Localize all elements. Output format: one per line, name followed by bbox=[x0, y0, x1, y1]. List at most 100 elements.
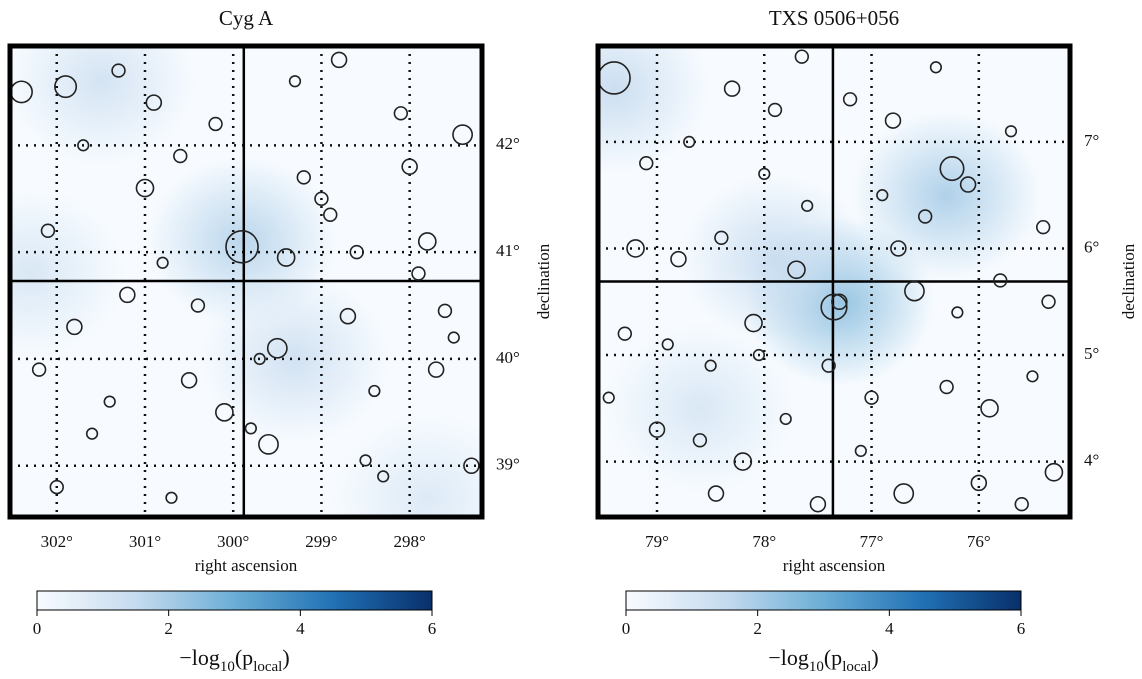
label-part: 10 bbox=[809, 659, 824, 675]
hotspot bbox=[10, 188, 126, 359]
event bbox=[452, 124, 474, 146]
x-axis-label: right ascension bbox=[195, 556, 298, 575]
event bbox=[190, 298, 206, 313]
event bbox=[266, 337, 288, 359]
hotspot bbox=[332, 412, 482, 517]
event bbox=[602, 391, 615, 404]
event bbox=[767, 102, 783, 118]
event bbox=[349, 244, 364, 260]
x-tick-label: 79° bbox=[645, 532, 669, 551]
event bbox=[704, 359, 717, 372]
plot-area bbox=[10, 46, 482, 517]
event bbox=[929, 61, 943, 74]
event bbox=[1041, 294, 1056, 309]
event bbox=[648, 421, 666, 438]
event bbox=[54, 75, 78, 99]
hotspot bbox=[680, 174, 870, 345]
event bbox=[820, 293, 848, 321]
event bbox=[884, 112, 902, 129]
event bbox=[145, 94, 163, 111]
y-tick-label: 4° bbox=[1084, 450, 1099, 469]
x-tick-label: 78° bbox=[752, 532, 776, 551]
label-part: 10 bbox=[220, 659, 235, 675]
event bbox=[617, 326, 633, 341]
hotspot bbox=[199, 273, 390, 444]
event bbox=[359, 454, 372, 467]
event bbox=[626, 239, 645, 258]
event bbox=[959, 176, 977, 193]
x-tick-label: 77° bbox=[860, 532, 884, 551]
event bbox=[794, 49, 810, 64]
event bbox=[993, 273, 1008, 288]
event bbox=[893, 483, 915, 504]
event bbox=[296, 170, 311, 185]
event bbox=[714, 230, 729, 246]
x-tick-label: 302° bbox=[41, 532, 73, 551]
event bbox=[1026, 370, 1039, 383]
hotspot bbox=[851, 110, 1042, 281]
event bbox=[980, 398, 999, 418]
colorbar-label: −log10(plocal) bbox=[768, 645, 878, 675]
event bbox=[253, 352, 266, 366]
event bbox=[787, 260, 806, 280]
event bbox=[723, 80, 741, 97]
event bbox=[809, 495, 827, 513]
y-axis-label: declination bbox=[534, 243, 553, 319]
x-tick-label: 298° bbox=[393, 532, 425, 551]
event bbox=[111, 63, 126, 78]
event bbox=[49, 479, 64, 495]
event bbox=[463, 457, 480, 475]
x-axis-label: right ascension bbox=[783, 556, 886, 575]
event bbox=[103, 395, 116, 408]
event bbox=[917, 209, 933, 224]
event bbox=[411, 266, 426, 281]
event bbox=[744, 313, 763, 333]
event bbox=[801, 199, 814, 212]
event bbox=[215, 402, 234, 422]
x-tick-label: 300° bbox=[217, 532, 249, 551]
event bbox=[165, 491, 178, 504]
event bbox=[661, 338, 674, 351]
event bbox=[752, 348, 766, 362]
colorbar-label: −log10(plocal) bbox=[179, 645, 289, 675]
colorbar-tick-label: 0 bbox=[622, 619, 631, 638]
x-tick-label: 76° bbox=[967, 532, 991, 551]
event bbox=[119, 286, 136, 304]
event bbox=[890, 240, 907, 257]
colorbar-tick-label: 4 bbox=[885, 619, 894, 638]
event bbox=[683, 135, 696, 149]
colorbar-tick-label: 2 bbox=[753, 619, 762, 638]
event bbox=[377, 470, 390, 483]
event bbox=[258, 433, 279, 455]
plot-area bbox=[598, 46, 1070, 517]
event bbox=[854, 444, 867, 458]
event bbox=[393, 106, 409, 121]
label-part: local bbox=[253, 659, 282, 675]
label-part: ) bbox=[282, 645, 289, 670]
event bbox=[208, 116, 223, 132]
event bbox=[180, 372, 198, 389]
event bbox=[1035, 219, 1051, 235]
event bbox=[339, 307, 357, 325]
label-part: −log bbox=[768, 645, 809, 670]
label-part: ) bbox=[871, 645, 878, 670]
event bbox=[779, 412, 792, 426]
chart-title: Cyg A bbox=[219, 6, 274, 30]
event bbox=[951, 306, 964, 319]
event bbox=[401, 158, 418, 175]
y-tick-label: 39° bbox=[496, 455, 520, 474]
colorbar bbox=[36, 590, 433, 611]
y-tick-label: 5° bbox=[1084, 344, 1099, 363]
event bbox=[939, 156, 965, 182]
event bbox=[970, 474, 988, 492]
colorbar-tick-label: 6 bbox=[428, 619, 437, 638]
y-tick-label: 40° bbox=[496, 348, 520, 367]
event bbox=[821, 358, 836, 373]
y-tick-label: 41° bbox=[496, 241, 520, 260]
event bbox=[864, 390, 879, 405]
event bbox=[842, 92, 858, 107]
label-part: (p bbox=[235, 645, 253, 670]
colorbar bbox=[625, 590, 1022, 611]
event bbox=[276, 248, 296, 267]
